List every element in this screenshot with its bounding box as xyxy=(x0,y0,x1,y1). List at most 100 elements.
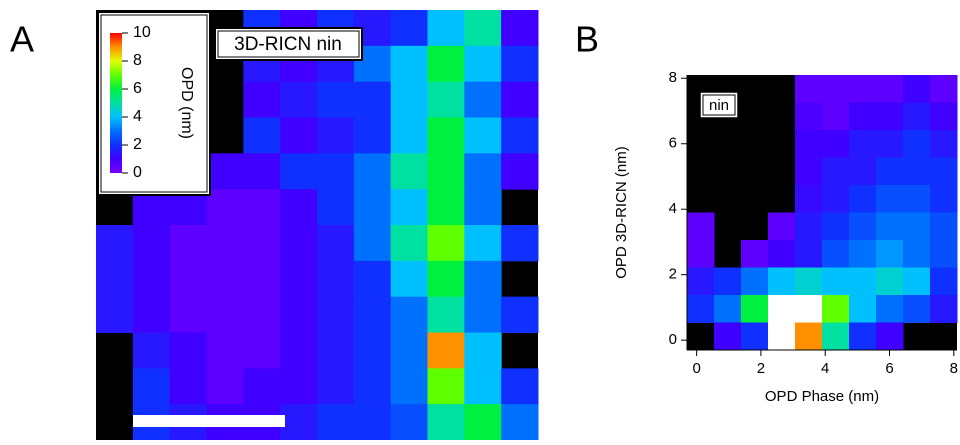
heatmap-cell xyxy=(795,75,823,103)
heatmap-cell xyxy=(501,45,539,83)
heatmap-cell xyxy=(317,404,355,441)
heatmap-cell xyxy=(501,225,539,262)
heatmap-cell xyxy=(317,81,355,118)
heatmap-cell xyxy=(132,296,171,333)
colorbar-tick-label: 8 xyxy=(133,52,142,69)
heatmap-cell xyxy=(132,368,171,405)
heatmap-cell xyxy=(876,157,904,186)
heatmap-cell xyxy=(795,240,823,268)
heatmap-cell xyxy=(243,332,281,369)
heatmap-cell xyxy=(317,117,355,154)
heatmap-cell xyxy=(427,189,465,226)
heatmap-cell xyxy=(822,267,850,296)
heatmap-cell xyxy=(501,153,539,190)
colorbar-tick-label: 10 xyxy=(133,24,151,41)
heatmap-cell xyxy=(795,157,823,186)
heatmap-cell xyxy=(903,240,931,268)
heatmap-cell xyxy=(464,332,502,369)
heatmap-cell xyxy=(353,189,392,226)
heatmap-cell xyxy=(353,332,392,369)
heatmap-cell xyxy=(169,368,207,405)
heatmap-cell xyxy=(822,185,850,213)
heatmap-cell xyxy=(930,130,958,158)
y-tick-label: 2 xyxy=(669,266,677,283)
heatmap-cell xyxy=(876,322,904,351)
heatmap-cell xyxy=(390,45,428,83)
heatmap-cell xyxy=(353,225,392,262)
heatmap-cell xyxy=(427,81,465,118)
heatmap-cell xyxy=(317,189,355,226)
heatmap-cell xyxy=(317,332,355,369)
heatmap-cell xyxy=(390,225,428,262)
heatmap-cell xyxy=(206,296,244,333)
heatmap-cell xyxy=(741,240,769,268)
heatmap-cell xyxy=(876,75,904,103)
heatmap-cell xyxy=(280,332,318,369)
heatmap-cell xyxy=(795,130,823,158)
y-tick-label: 6 xyxy=(669,135,677,152)
annotation: 3D-RICN nin xyxy=(234,34,342,55)
heatmap-cell xyxy=(876,267,904,296)
heatmap-cell xyxy=(849,322,877,351)
heatmap-cell xyxy=(714,295,742,323)
heatmap-cell xyxy=(464,404,502,441)
y-tick-label: 0 xyxy=(669,331,677,348)
heatmap-cell xyxy=(930,212,958,241)
heatmap-cell xyxy=(132,225,171,262)
heatmap-cell xyxy=(741,295,769,323)
panel-letter: A xyxy=(10,19,34,60)
heatmap-cell xyxy=(206,368,244,405)
heatmap-cell xyxy=(464,189,502,226)
heatmap-cell xyxy=(822,102,850,131)
heatmap-cell xyxy=(206,260,244,298)
heatmap-cell xyxy=(353,368,392,405)
heatmap-cell xyxy=(876,212,904,241)
heatmap-cell xyxy=(903,295,931,323)
heatmap-cell xyxy=(687,267,715,296)
heatmap-cell xyxy=(353,153,392,190)
heatmap-cell xyxy=(280,368,318,405)
heatmap-cell xyxy=(206,153,244,190)
legend-box-inner xyxy=(100,14,208,193)
heatmap-cell xyxy=(353,81,392,118)
heatmap-cell xyxy=(464,225,502,262)
heatmap-cell xyxy=(849,185,877,213)
heatmap-cell xyxy=(903,212,931,241)
heatmap-cell xyxy=(795,102,823,131)
heatmap-cell xyxy=(903,130,931,158)
heatmap-cell xyxy=(169,296,207,333)
x-tick-label: 4 xyxy=(821,360,829,377)
heatmap-cell xyxy=(795,322,823,351)
scale-bar xyxy=(133,415,285,427)
heatmap-cell xyxy=(390,404,428,441)
x-tick-label: 0 xyxy=(692,360,700,377)
heatmap-cell xyxy=(903,75,931,103)
heatmap-cell xyxy=(876,102,904,131)
heatmap-cell xyxy=(427,260,465,298)
heatmap-cell xyxy=(390,368,428,405)
heatmap-cell xyxy=(849,157,877,186)
heatmap-cell xyxy=(280,296,318,333)
heatmap-cell xyxy=(353,404,392,441)
heatmap-cell xyxy=(96,260,134,298)
heatmap-cell xyxy=(169,225,207,262)
heatmap-cell xyxy=(317,296,355,333)
heatmap-cell xyxy=(822,240,850,268)
heatmap-cell xyxy=(390,117,428,154)
heatmap-cell xyxy=(464,260,502,298)
heatmap-cell xyxy=(849,295,877,323)
heatmap-cell xyxy=(427,117,465,154)
heatmap-cell xyxy=(427,45,465,83)
annotation-box xyxy=(214,27,363,61)
heatmap-cell xyxy=(464,368,502,405)
heatmap-cell xyxy=(930,267,958,296)
heatmap-cell xyxy=(243,296,281,333)
heatmap-cell xyxy=(849,212,877,241)
x-axis-label: OPD Phase (nm) xyxy=(765,388,879,405)
heatmap-cell xyxy=(390,189,428,226)
heatmap-cell xyxy=(768,295,796,323)
heatmap-cell xyxy=(280,225,318,262)
heatmap-cell xyxy=(687,240,715,268)
heatmap-cell xyxy=(795,295,823,323)
heatmap-cell xyxy=(768,267,796,296)
